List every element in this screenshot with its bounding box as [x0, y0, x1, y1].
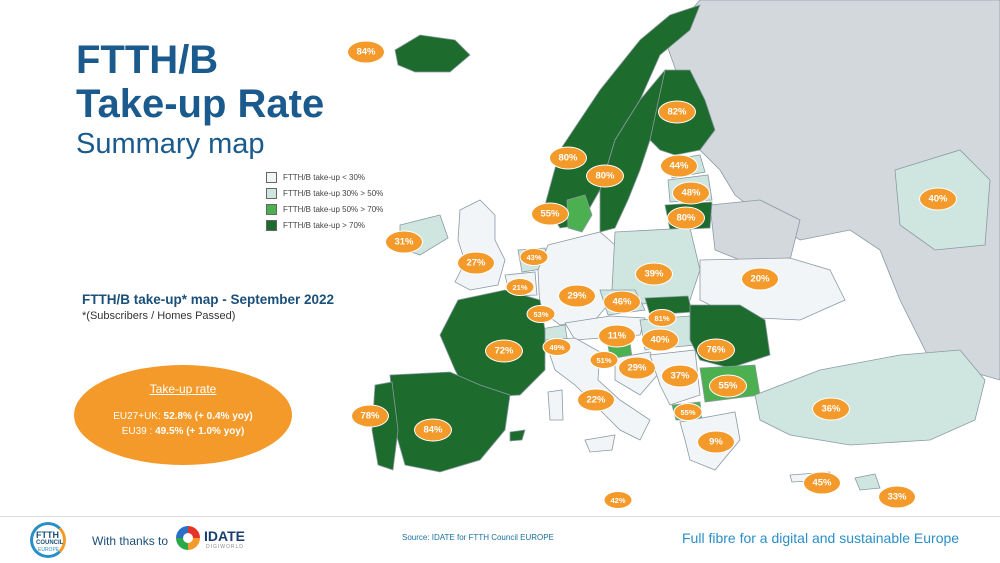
label-romania: 76%	[697, 338, 735, 362]
label-spain: 84%	[414, 418, 452, 442]
label-france: 72%	[485, 339, 523, 363]
map-subheading: *(Subscribers / Homes Passed)	[82, 310, 236, 322]
legend-label-mid: FTTH/B take-up 30% > 50%	[283, 189, 384, 198]
label-uk: 27%	[457, 251, 495, 275]
legend-swatch-top	[266, 220, 277, 231]
label-czechia: 46%	[603, 290, 641, 314]
summary-line-eu27-prefix: EU27+UK:	[113, 411, 164, 422]
label-netherlands: 43%	[519, 248, 549, 266]
region-iceland	[394, 34, 471, 73]
footer-divider	[0, 516, 1000, 517]
label-hungary: 40%	[641, 328, 679, 352]
map-legend: FTTH/B take-up < 30% FTTH/B take-up 30% …	[266, 170, 383, 234]
label-malta: 42%	[603, 491, 633, 509]
legend-label-top: FTTH/B take-up > 70%	[283, 221, 366, 230]
summary-line-eu27: EU27+UK: 52.8% (+ 0.4% yoy)	[74, 411, 292, 422]
label-lithuania: 80%	[667, 206, 705, 230]
label-germany: 29%	[558, 284, 596, 308]
legend-swatch-low	[266, 172, 277, 183]
title-line-3: Summary map	[76, 128, 265, 160]
region-cyprus	[854, 473, 881, 491]
legend-label-low: FTTH/B take-up < 30%	[283, 173, 366, 182]
idate-logo-icon	[176, 526, 200, 550]
label-switzerland: 49%	[542, 338, 572, 356]
label-turkey: 36%	[812, 397, 850, 421]
summary-title: Take-up rate	[149, 382, 217, 396]
idate-logo-text: IDATE	[204, 528, 245, 544]
idate-logo-sub: DIGIWORLD	[206, 544, 244, 550]
label-sweden: 80%	[586, 164, 624, 188]
legend-item-low: FTTH/B take-up < 30%	[266, 170, 383, 185]
label-denmark: 55%	[531, 202, 569, 226]
label-slovakia: 81%	[647, 309, 677, 327]
ftth-council-logo: FTTH COUNCIL EUROPE	[30, 522, 74, 560]
source-note: Source: IDATE for FTTH Council EUROPE	[402, 533, 554, 542]
label-slovenia: 51%	[589, 351, 619, 369]
label-belgium: 21%	[505, 278, 535, 296]
region-spain	[389, 371, 511, 473]
region-sicily	[584, 434, 616, 453]
legend-item-high: FTTH/B take-up 50% > 70%	[266, 202, 383, 217]
label-finland: 82%	[658, 100, 696, 124]
region-turkey	[754, 349, 986, 446]
region-uk	[454, 199, 506, 291]
legend-item-top: FTTH/B take-up > 70%	[266, 218, 383, 233]
label-portugal: 78%	[351, 404, 389, 428]
take-up-summary: Take-up rate EU27+UK: 52.8% (+ 0.4% yoy)…	[74, 365, 292, 465]
ftth-logo-text: FTTH	[36, 530, 59, 540]
summary-line-eu39-prefix: EU39 :	[121, 426, 156, 437]
legend-label-high: FTTH/B take-up 50% > 70%	[283, 205, 384, 214]
label-serbia: 37%	[661, 364, 699, 388]
label-crete: 45%	[803, 471, 841, 495]
summary-line-eu39-value: 49.5% (+ 1.0% yoy)	[155, 426, 245, 437]
summary-line-eu39: EU39 : 49.5% (+ 1.0% yoy)	[74, 426, 292, 437]
legend-swatch-high	[266, 204, 277, 215]
ftth-logo-europe: EUROPE	[38, 547, 60, 553]
label-estonia: 44%	[660, 154, 698, 178]
label-italy: 22%	[577, 388, 615, 412]
summary-line-eu27-value: 52.8% (+ 0.4% yoy)	[163, 411, 253, 422]
label-cyprus: 33%	[878, 485, 916, 509]
label-iceland: 84%	[347, 40, 385, 64]
label-norway: 80%	[549, 146, 587, 170]
label-poland: 39%	[635, 262, 673, 286]
tagline: Full fibre for a digital and sustainable…	[682, 530, 960, 546]
title-line-2: Take-up Rate	[76, 82, 325, 126]
label-croatia: 29%	[618, 356, 656, 380]
region-sardinia	[547, 389, 564, 421]
label-luxembourg: 53%	[526, 305, 556, 323]
region-balearic	[509, 429, 526, 442]
legend-item-mid: FTTH/B take-up 30% > 50%	[266, 186, 383, 201]
label-bulgaria: 55%	[709, 374, 747, 398]
label-ireland: 31%	[385, 230, 423, 254]
region-denmark	[566, 194, 593, 233]
label-latvia: 48%	[672, 181, 710, 205]
label-east: 40%	[919, 187, 957, 211]
label-ukraine: 20%	[741, 267, 779, 291]
ftth-logo-council: COUNCIL	[36, 540, 64, 546]
label-north-macedonia: 55%	[673, 403, 703, 421]
ftth-logo-ring-icon	[30, 522, 66, 558]
label-greece: 9%	[697, 430, 735, 454]
region-portugal	[371, 381, 399, 471]
map-heading: FTTH/B take-up* map - September 2022	[82, 292, 335, 307]
title-line-1: FTTH/B	[76, 38, 219, 82]
legend-swatch-mid	[266, 188, 277, 199]
thanks-text: With thanks to	[92, 534, 169, 548]
label-austria: 11%	[598, 324, 636, 348]
region-ukraine	[699, 257, 846, 321]
